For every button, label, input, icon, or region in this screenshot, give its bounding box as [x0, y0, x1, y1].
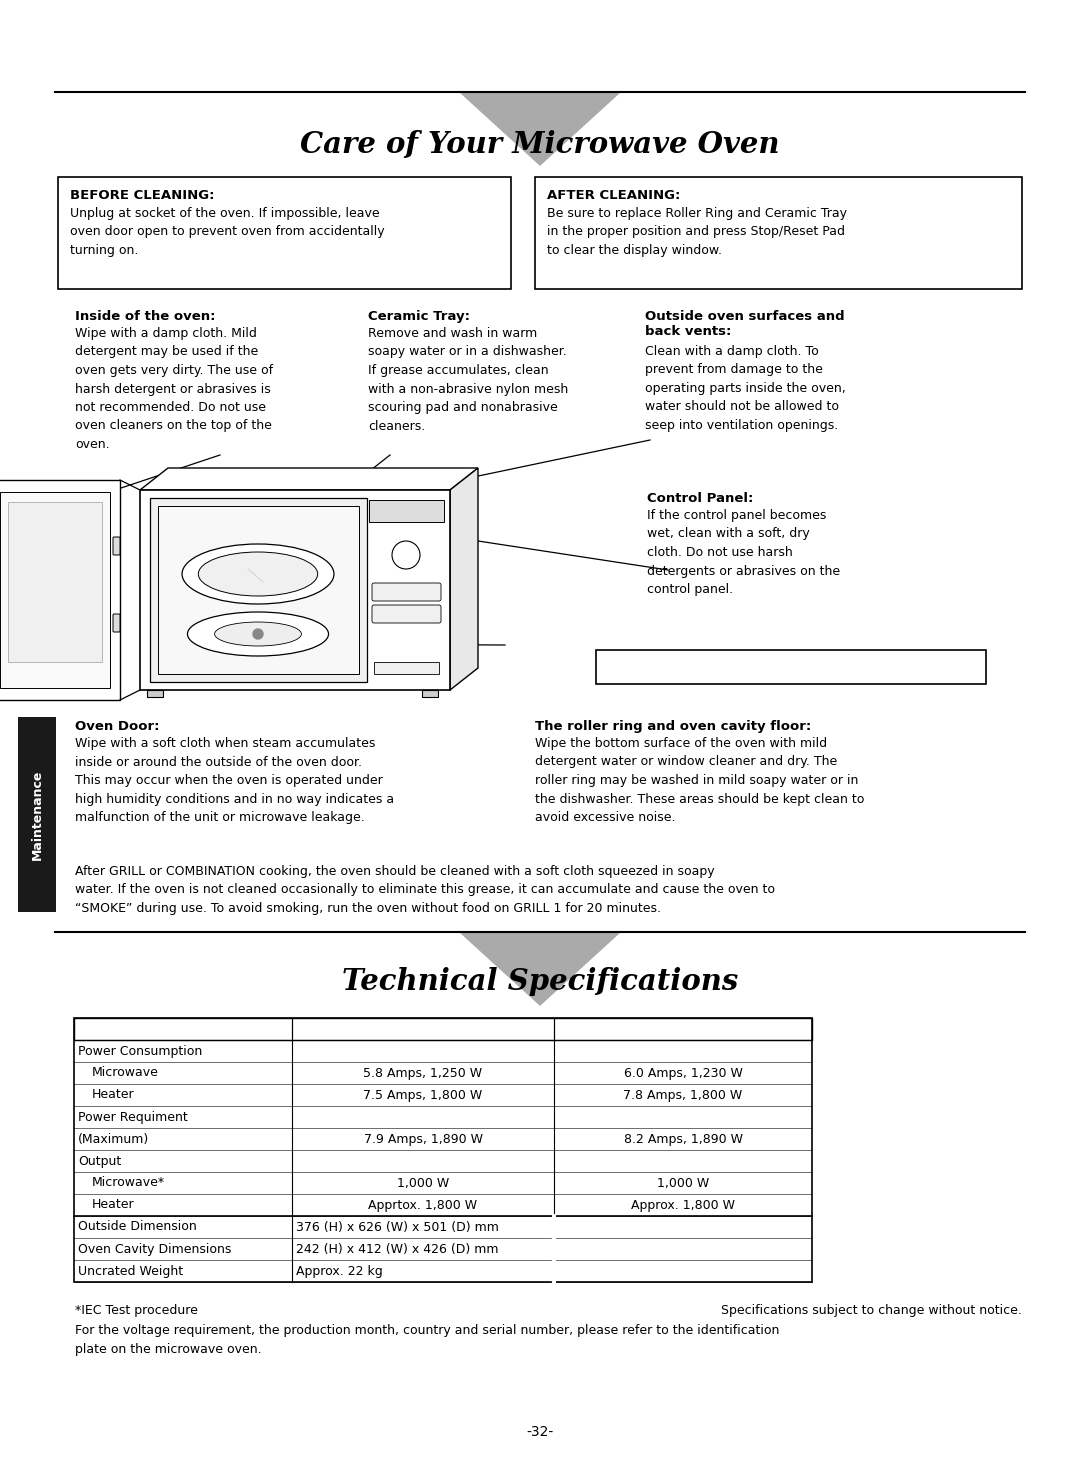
Text: 6.0 Amps, 1,230 W: 6.0 Amps, 1,230 W: [623, 1066, 742, 1079]
Text: 240 V, 50 Hz: 240 V, 50 Hz: [383, 1022, 463, 1035]
Text: Do not use a steam cleaner.: Do not use a steam cleaner.: [687, 661, 895, 674]
FancyBboxPatch shape: [58, 177, 511, 289]
Polygon shape: [460, 92, 620, 165]
Text: *IEC Test procedure: *IEC Test procedure: [75, 1304, 198, 1317]
Text: AFTER CLEANING:: AFTER CLEANING:: [546, 189, 680, 202]
Text: Technical Specifications: Technical Specifications: [342, 968, 738, 997]
Text: 5.8 Amps, 1,250 W: 5.8 Amps, 1,250 W: [364, 1066, 483, 1079]
Text: Output: Output: [78, 1155, 121, 1168]
Text: Approx. 1,800 W: Approx. 1,800 W: [631, 1199, 735, 1212]
Text: 8.2 Amps, 1,890 W: 8.2 Amps, 1,890 W: [623, 1133, 743, 1146]
FancyBboxPatch shape: [596, 651, 986, 684]
FancyBboxPatch shape: [422, 690, 438, 697]
Text: The roller ring and oven cavity floor:: The roller ring and oven cavity floor:: [535, 719, 811, 732]
Text: Maintenance: Maintenance: [30, 769, 43, 860]
Text: Apprtox. 1,800 W: Apprtox. 1,800 W: [368, 1199, 477, 1212]
Text: Control Panel:: Control Panel:: [647, 493, 754, 504]
FancyBboxPatch shape: [369, 500, 444, 522]
Text: Remove and wash in warm
soapy water or in a dishwasher.
If grease accumulates, c: Remove and wash in warm soapy water or i…: [368, 327, 568, 433]
FancyBboxPatch shape: [140, 490, 450, 690]
FancyBboxPatch shape: [158, 506, 359, 674]
Text: Care of Your Microwave Oven: Care of Your Microwave Oven: [300, 130, 780, 159]
Text: Wipe with a damp cloth. Mild
detergent may be used if the
oven gets very dirty. : Wipe with a damp cloth. Mild detergent m…: [75, 327, 273, 450]
Ellipse shape: [215, 621, 301, 646]
FancyBboxPatch shape: [113, 614, 120, 632]
FancyBboxPatch shape: [535, 177, 1022, 289]
Polygon shape: [460, 931, 620, 1004]
FancyBboxPatch shape: [18, 716, 56, 912]
FancyBboxPatch shape: [75, 1018, 812, 1039]
Circle shape: [253, 629, 264, 639]
Text: BEFORE CLEANING:: BEFORE CLEANING:: [70, 189, 215, 202]
Text: Outside oven surfaces and
back vents:: Outside oven surfaces and back vents:: [645, 310, 845, 338]
FancyBboxPatch shape: [372, 605, 441, 623]
Text: Clean with a damp cloth. To
prevent from damage to the
operating parts inside th: Clean with a damp cloth. To prevent from…: [645, 345, 846, 431]
Text: Approx. 22 kg: Approx. 22 kg: [296, 1265, 382, 1278]
Circle shape: [392, 541, 420, 569]
Ellipse shape: [183, 544, 334, 604]
FancyBboxPatch shape: [0, 480, 120, 700]
FancyBboxPatch shape: [8, 501, 102, 662]
Text: Uncrated Weight: Uncrated Weight: [78, 1265, 184, 1278]
Text: 376 (H) x 626 (W) x 501 (D) mm: 376 (H) x 626 (W) x 501 (D) mm: [296, 1221, 499, 1234]
FancyBboxPatch shape: [374, 662, 438, 674]
Polygon shape: [140, 468, 478, 490]
Text: For the voltage requirement, the production month, country and serial number, pl: For the voltage requirement, the product…: [75, 1325, 780, 1355]
Text: Power Requiment: Power Requiment: [78, 1111, 188, 1123]
Text: Oven Cavity Dimensions: Oven Cavity Dimensions: [78, 1243, 231, 1256]
Text: Heater: Heater: [92, 1089, 135, 1101]
Text: Outside Dimension: Outside Dimension: [78, 1221, 197, 1234]
Text: Unplug at socket of the oven. If impossible, leave
oven door open to prevent ove: Unplug at socket of the oven. If impossi…: [70, 208, 384, 257]
Text: -32-: -32-: [526, 1425, 554, 1439]
Text: If the control panel becomes
wet, clean with a soft, dry
cloth. Do not use harsh: If the control panel becomes wet, clean …: [647, 509, 840, 596]
Text: 7.5 Amps, 1,800 W: 7.5 Amps, 1,800 W: [363, 1089, 483, 1101]
Text: 7.9 Amps, 1,890 W: 7.9 Amps, 1,890 W: [364, 1133, 483, 1146]
Text: Power Source: Power Source: [140, 1022, 226, 1035]
FancyBboxPatch shape: [147, 690, 163, 697]
Text: After GRILL or COMBINATION cooking, the oven should be cleaned with a soft cloth: After GRILL or COMBINATION cooking, the …: [75, 866, 775, 915]
Text: Wipe the bottom surface of the oven with mild
detergent water or window cleaner : Wipe the bottom surface of the oven with…: [535, 737, 864, 825]
Text: Be sure to replace Roller Ring and Ceramic Tray
in the proper position and press: Be sure to replace Roller Ring and Ceram…: [546, 208, 847, 257]
FancyBboxPatch shape: [0, 493, 110, 689]
Text: Specifications subject to change without notice.: Specifications subject to change without…: [721, 1304, 1022, 1317]
Polygon shape: [450, 468, 478, 690]
Text: Heater: Heater: [92, 1199, 135, 1212]
Text: Ceramic Tray:: Ceramic Tray:: [368, 310, 470, 323]
Text: Oven Door:: Oven Door:: [75, 719, 160, 732]
FancyBboxPatch shape: [150, 499, 367, 681]
FancyBboxPatch shape: [113, 537, 120, 556]
Ellipse shape: [199, 553, 318, 596]
Text: 1,000 W: 1,000 W: [657, 1177, 710, 1190]
FancyBboxPatch shape: [372, 583, 441, 601]
Text: Power Consumption: Power Consumption: [78, 1044, 202, 1057]
Text: 242 (H) x 412 (W) x 426 (D) mm: 242 (H) x 412 (W) x 426 (D) mm: [296, 1243, 499, 1256]
Text: 230 V, 50 Hz: 230 V, 50 Hz: [643, 1022, 724, 1035]
Text: (Maximum): (Maximum): [78, 1133, 149, 1146]
Text: 1,000 W: 1,000 W: [396, 1177, 449, 1190]
Text: Microwave*: Microwave*: [92, 1177, 165, 1190]
Ellipse shape: [188, 613, 328, 656]
Text: Inside of the oven:: Inside of the oven:: [75, 310, 216, 323]
Text: Wipe with a soft cloth when steam accumulates
inside or around the outside of th: Wipe with a soft cloth when steam accumu…: [75, 737, 394, 825]
Text: 7.8 Amps, 1,800 W: 7.8 Amps, 1,800 W: [623, 1089, 743, 1101]
Text: Microwave: Microwave: [92, 1066, 159, 1079]
